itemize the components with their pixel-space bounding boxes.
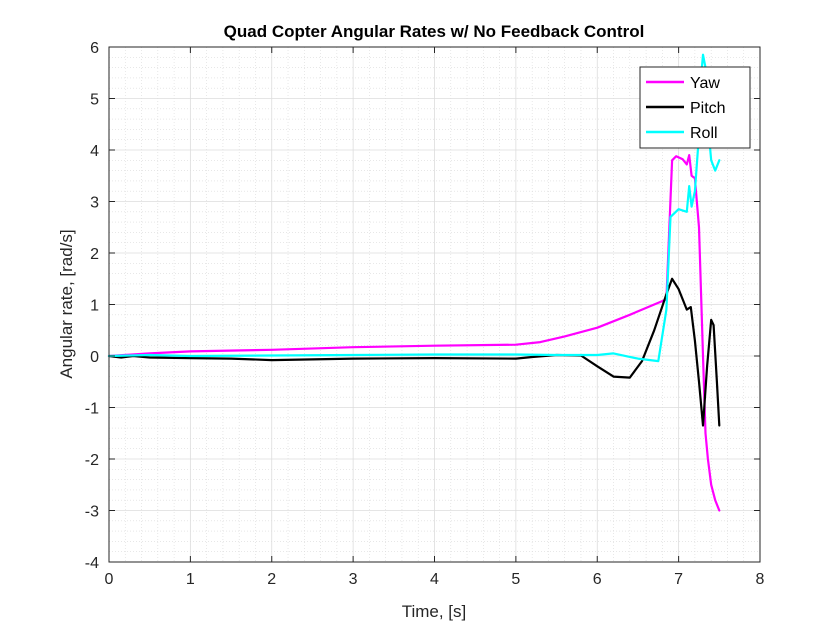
y-tick-label: 0 — [90, 349, 99, 366]
y-tick-label: -1 — [85, 401, 99, 418]
x-tick-label: 6 — [593, 571, 602, 588]
x-axis-label: Time, [s] — [402, 602, 467, 621]
series-layer — [107, 53, 721, 512]
x-tick-label: 1 — [186, 571, 195, 588]
x-tick-label: 7 — [674, 571, 683, 588]
series-line-roll — [107, 53, 721, 363]
y-tick-label: 3 — [90, 195, 99, 212]
y-tick-label: 5 — [90, 92, 99, 109]
legend-box — [639, 66, 751, 149]
legend: Yaw Pitch Roll — [639, 66, 751, 149]
y-tick-label: 4 — [90, 143, 99, 160]
series-line-pitch — [107, 277, 721, 427]
legend-label-roll: Roll — [690, 125, 718, 142]
series-line-yaw — [107, 154, 721, 512]
x-tick-label: 3 — [349, 571, 358, 588]
y-tick-label: 1 — [90, 298, 99, 315]
y-tick-label: -2 — [85, 452, 99, 469]
y-axis-label: Angular rate, [rad/s] — [57, 229, 76, 378]
y-tick-label: -4 — [85, 555, 99, 572]
x-tick-label: 8 — [756, 571, 765, 588]
legend-label-yaw: Yaw — [690, 75, 720, 92]
y-tick-label: -3 — [85, 504, 99, 521]
x-tick-label: 0 — [105, 571, 114, 588]
x-tick-label: 5 — [511, 571, 520, 588]
chart-title: Quad Copter Angular Rates w/ No Feedback… — [224, 22, 645, 41]
y-tick-label: 6 — [90, 40, 99, 57]
axis-ticks: 0 1 2 3 4 5 6 7 8 -4 -3 -2 -1 0 1 2 3 4 5 6 — [85, 40, 765, 588]
x-tick-label: 2 — [267, 571, 276, 588]
legend-label-pitch: Pitch — [690, 100, 726, 117]
x-tick-label: 4 — [430, 571, 439, 588]
y-tick-label: 2 — [90, 246, 99, 263]
